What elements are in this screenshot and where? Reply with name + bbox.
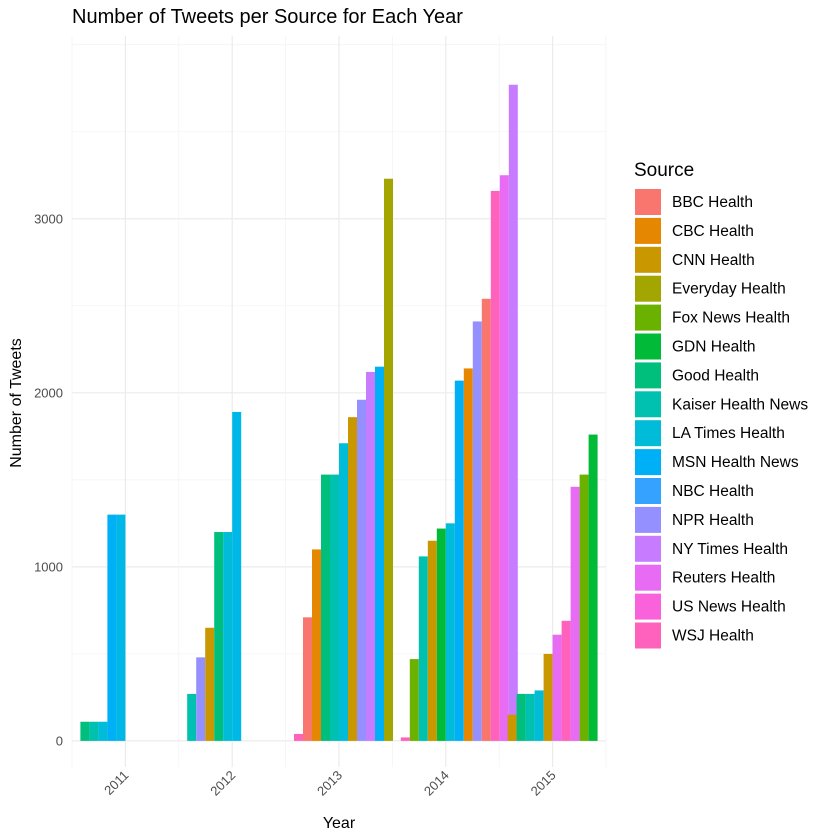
bar bbox=[348, 417, 357, 741]
bar bbox=[303, 617, 312, 741]
bar bbox=[409, 659, 419, 741]
bar bbox=[436, 528, 446, 741]
bar bbox=[187, 693, 197, 741]
x-tick-label: 2014 bbox=[421, 768, 452, 799]
x-tick-label: 2012 bbox=[207, 768, 238, 799]
legend-swatch bbox=[635, 362, 661, 389]
bar bbox=[357, 399, 366, 741]
bar bbox=[508, 84, 518, 741]
bar bbox=[579, 474, 589, 741]
bar bbox=[214, 532, 224, 741]
legend-label: NBC Health bbox=[672, 483, 754, 500]
bar bbox=[223, 532, 233, 741]
legend-swatch bbox=[635, 391, 661, 418]
bar bbox=[561, 620, 571, 741]
bar bbox=[588, 434, 598, 741]
bar bbox=[507, 714, 517, 741]
bar bbox=[384, 178, 393, 741]
y-axis-title: Number of Tweets bbox=[8, 338, 25, 468]
bar bbox=[339, 443, 348, 741]
legend-label: Reuters Health bbox=[672, 570, 775, 587]
bar bbox=[516, 693, 526, 741]
bar bbox=[98, 721, 108, 741]
bar bbox=[107, 514, 117, 741]
bar bbox=[454, 380, 464, 741]
legend-swatch bbox=[635, 478, 661, 504]
bar bbox=[570, 486, 580, 741]
legend-swatch bbox=[635, 275, 661, 302]
legend-swatch bbox=[635, 420, 661, 447]
legend-swatch bbox=[635, 189, 661, 215]
y-tick-label: 1000 bbox=[34, 559, 63, 574]
bar bbox=[89, 721, 99, 741]
legend-swatch bbox=[635, 449, 661, 476]
bar bbox=[330, 474, 339, 741]
bar bbox=[205, 627, 215, 741]
bar bbox=[427, 540, 437, 741]
bar bbox=[481, 298, 491, 741]
bar bbox=[445, 523, 455, 741]
y-axis-ticks: 0 1000 2000 3000 bbox=[34, 211, 63, 748]
x-axis-title: Year bbox=[323, 815, 356, 832]
legend-swatch bbox=[635, 622, 661, 649]
legend-swatch bbox=[635, 333, 661, 360]
bar bbox=[418, 556, 428, 741]
legend-label: MSN Health News bbox=[672, 454, 799, 471]
y-tick-label: 2000 bbox=[34, 385, 63, 400]
bar bbox=[534, 690, 544, 741]
bar bbox=[400, 737, 410, 741]
legend-swatch bbox=[635, 246, 661, 273]
bar bbox=[80, 721, 90, 741]
legend-label: WSJ Health bbox=[672, 628, 754, 645]
bar bbox=[552, 634, 562, 741]
legend-swatch bbox=[635, 217, 661, 244]
legend-label: US News Health bbox=[672, 599, 786, 616]
legend-swatch bbox=[635, 304, 661, 331]
bar bbox=[543, 653, 553, 741]
legend-label: NPR Health bbox=[672, 512, 754, 529]
bar bbox=[312, 549, 321, 741]
x-axis-ticks: 2011 2012 2013 2014 2015 bbox=[101, 768, 559, 799]
legend-label: Kaiser Health News bbox=[672, 396, 808, 413]
chart-title: Number of Tweets per Source for Each Yea… bbox=[72, 6, 463, 28]
bar bbox=[196, 657, 206, 741]
legend-swatch bbox=[635, 535, 661, 562]
legend-label: GDN Health bbox=[672, 339, 756, 356]
legend-label: Everyday Health bbox=[672, 281, 786, 298]
bar bbox=[463, 368, 473, 741]
legend-label: Good Health bbox=[672, 367, 759, 384]
bar bbox=[366, 371, 375, 741]
legend-label: CNN Health bbox=[672, 252, 755, 269]
bar bbox=[525, 693, 535, 741]
legend-label: LA Times Health bbox=[672, 425, 785, 442]
legend-swatch bbox=[635, 564, 661, 591]
bar bbox=[116, 514, 126, 741]
bar bbox=[499, 175, 509, 741]
legend-swatch bbox=[635, 593, 661, 620]
legend-label: NY Times Health bbox=[672, 541, 788, 558]
x-tick-label: 2013 bbox=[314, 768, 345, 799]
bar bbox=[294, 733, 303, 741]
bar bbox=[232, 411, 242, 741]
x-tick-label: 2015 bbox=[528, 768, 559, 799]
x-tick-label: 2011 bbox=[101, 768, 131, 798]
bar bbox=[321, 474, 330, 741]
legend: Source BBC Health CBC Health CNN Health Eve… bbox=[634, 160, 808, 649]
legend-label: Fox News Health bbox=[672, 310, 790, 327]
bar bbox=[375, 366, 384, 741]
legend-label: BBC Health bbox=[672, 194, 753, 211]
bar bbox=[472, 321, 482, 741]
legend-title: Source bbox=[634, 160, 694, 181]
legend-label: CBC Health bbox=[672, 223, 754, 240]
legend-swatch bbox=[635, 506, 661, 533]
y-tick-label: 3000 bbox=[34, 211, 63, 226]
y-tick-label: 0 bbox=[56, 733, 63, 748]
bars bbox=[80, 84, 598, 741]
bar bbox=[490, 190, 500, 741]
